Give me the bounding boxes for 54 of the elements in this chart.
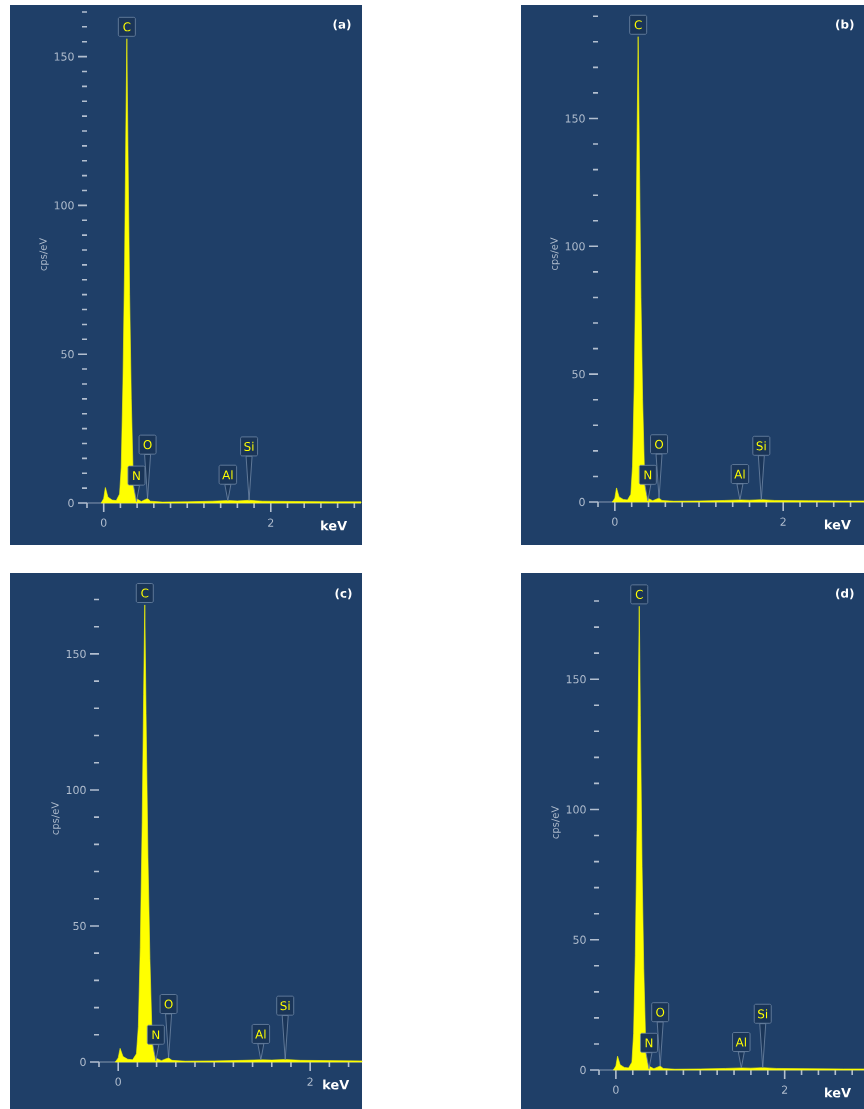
y-tick-label: 100 [565,242,585,251]
annotation: N [645,1038,653,1048]
y-tick-label: 100 [66,785,86,795]
x-tick-label: 2 [781,1085,788,1094]
y-axis-title: cps/eV [39,237,49,271]
y-tick-label: 0 [580,1065,586,1075]
annotation: Si [280,1001,290,1011]
x-tick-label: 2 [268,518,274,527]
x-tick-label: 2 [780,517,786,526]
x-axis-title: keV [825,1087,851,1098]
annotation: N [152,1030,160,1040]
y-axis-title: cps/eV [550,237,560,271]
y-tick-label: 50 [573,935,586,944]
annotation: Al [734,469,745,479]
annotation: Si [244,441,254,452]
text: (c) [335,588,352,600]
annotation: C [141,588,149,598]
text: (d) [836,588,854,600]
y-tick-label: 50 [73,921,86,931]
annotation: C [635,589,643,599]
y-tick-label: 150 [66,649,86,659]
y-tick-label: 0 [579,497,585,507]
annotation: C [123,22,131,32]
annotation: N [644,470,652,480]
x-tick-label: 0 [612,517,618,526]
y-axis-title: cps/eV [51,801,61,835]
annotation: Al [222,470,233,480]
x-axis-title: keV [321,520,348,531]
y-tick-label: 150 [565,114,585,123]
y-tick-label: 150 [566,675,586,684]
y-tick-label: 100 [566,805,586,814]
annotation: O [655,439,664,449]
y-axis-title: cps/eV [551,805,561,839]
y-tick-label: 50 [61,350,74,359]
y-tick-label: 150 [54,52,74,61]
annotation: Al [255,1029,266,1039]
annotation: Si [758,1009,768,1019]
text: (a) [333,19,351,31]
annotation: N [133,471,140,480]
y-tick-label: 0 [80,1057,86,1067]
y-tick-label: 100 [54,201,74,210]
annotation: O [164,999,173,1009]
text: (b) [836,19,854,31]
annotation: O [143,440,152,450]
x-tick-label: 0 [100,518,107,527]
annotation: Si [756,441,766,451]
annotation: C [634,20,642,30]
y-tick-label: 0 [68,498,74,508]
x-tick-label: 2 [307,1077,313,1086]
x-axis-title: keV [824,519,851,530]
y-tick-label: 50 [572,370,585,379]
x-axis-title: keV [323,1079,350,1090]
annotation: O [656,1007,665,1017]
annotation: Al [735,1037,746,1047]
